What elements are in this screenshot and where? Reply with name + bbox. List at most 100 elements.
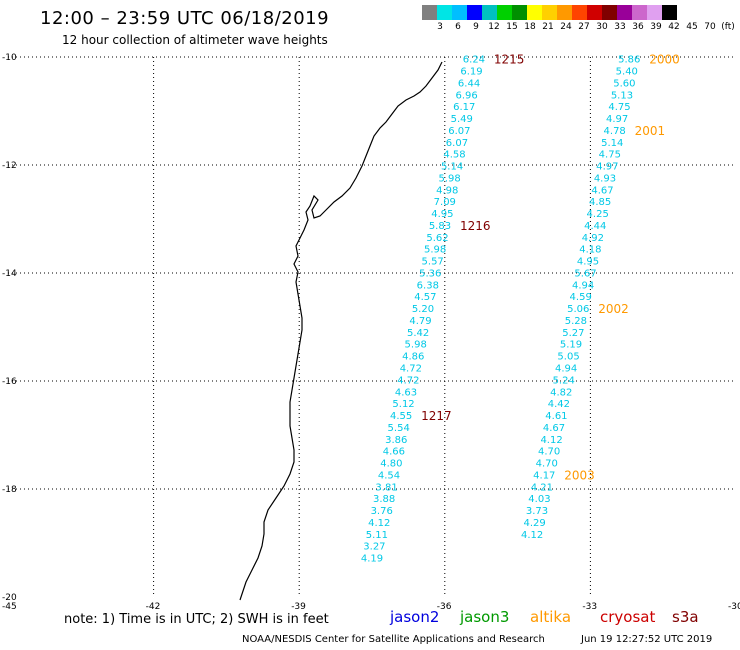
note-text: note: 1) Time is in UTC; 2) SWH is in fe… — [64, 612, 329, 627]
legend-altika: altika — [530, 608, 572, 626]
color-swatch — [497, 5, 512, 20]
swh-value-label: 6.17 — [453, 102, 475, 113]
lon-tick-label: -45 — [2, 602, 17, 612]
swh-value-label: 6.07 — [446, 138, 468, 149]
color-scale-label: 3 — [437, 22, 443, 32]
color-scale-label: 33 — [614, 22, 626, 32]
color-swatch — [467, 5, 482, 20]
swh-value-label: 4.42 — [548, 399, 570, 410]
swh-value-label: 5.05 — [557, 352, 579, 363]
color-swatch — [557, 5, 572, 20]
map-grid — [8, 56, 736, 597]
swh-value-label: 5.67 — [574, 268, 596, 279]
lon-tick-label: -39 — [291, 602, 306, 612]
map-axis-ticks: -10 -12 -14 -16 -18 -20-45 -42 -39 -36 -33 -30 — [2, 53, 740, 612]
swh-value-label: 6.07 — [448, 126, 470, 137]
swh-value-label: 4.17 — [533, 470, 555, 481]
swh-value-label: 5.49 — [451, 114, 473, 125]
swh-value-label: 5.60 — [613, 78, 635, 89]
swh-value-label: 3.27 — [363, 542, 385, 553]
color-swatch — [482, 5, 497, 20]
swh-value-label: 4.18 — [579, 245, 601, 256]
swh-value-label: 6.96 — [456, 90, 478, 101]
swh-value-label: 4.57 — [414, 292, 436, 303]
swh-value-label: 4.86 — [402, 352, 424, 363]
swh-value-label: 4.29 — [523, 518, 545, 529]
page-title: 12:00 – 23:59 UTC 06/18/2019 — [40, 8, 330, 29]
swh-value-label: 5.83 — [429, 221, 451, 232]
swh-value-label: 4.12 — [540, 435, 562, 446]
swh-value-label: 4.93 — [594, 173, 616, 184]
color-scale-label: 12 — [488, 22, 500, 32]
time-label: 2002 — [598, 302, 629, 316]
color-swatch — [662, 5, 677, 20]
color-swatch — [587, 5, 602, 20]
swh-value-label: 5.98 — [439, 173, 461, 184]
time-label: 2001 — [635, 124, 666, 138]
swh-value-label: 5.54 — [388, 423, 410, 434]
page-subtitle: 12 hour collection of altimeter wave hei… — [62, 33, 328, 47]
swh-value-label: 4.63 — [395, 387, 417, 398]
swh-value-label: 3.86 — [385, 435, 407, 446]
swh-value-label: 7.09 — [434, 197, 456, 208]
swh-value-label: 4.72 — [397, 375, 419, 386]
swh-value-label: 6.44 — [458, 78, 480, 89]
footer-credit: NOAA/NESDIS Center for Satellite Applica… — [242, 634, 545, 645]
swh-value-label: 5.12 — [392, 399, 414, 410]
swh-value-label: 4.82 — [550, 387, 572, 398]
color-scale-label: 21 — [542, 22, 554, 32]
swh-value-label: 4.97 — [596, 162, 618, 173]
color-scale-label: 42 — [668, 22, 680, 32]
time-label: 1215 — [494, 53, 525, 67]
swh-value-label: 4.67 — [543, 423, 565, 434]
swh-value-label: 3.76 — [371, 506, 393, 517]
lat-tick-label: -12 — [2, 161, 17, 171]
color-scale — [422, 5, 677, 20]
swh-value-label: 4.94 — [572, 280, 594, 291]
swh-value-label: 4.75 — [599, 150, 621, 161]
color-swatch — [437, 5, 452, 20]
swh-value-label: 4.85 — [589, 197, 611, 208]
swh-value-label: 4.92 — [582, 233, 604, 244]
color-scale-label: 70 — [704, 22, 716, 32]
color-scale-label: 15 — [506, 22, 518, 32]
lat-tick-label: -10 — [2, 53, 17, 63]
swh-value-label: 4.95 — [577, 257, 599, 268]
color-scale-label: 9 — [473, 22, 479, 32]
color-swatch — [542, 5, 557, 20]
swh-value-label: 5.13 — [611, 90, 633, 101]
swh-value-label: 4.55 — [390, 411, 412, 422]
swh-value-label: 4.25 — [587, 209, 609, 220]
swh-value-label: 5.42 — [407, 328, 429, 339]
swh-value-label: 4.97 — [606, 114, 628, 125]
swh-value-label: 4.70 — [536, 459, 558, 470]
color-swatch — [527, 5, 542, 20]
swh-value-label: 4.67 — [591, 185, 613, 196]
swh-value-label: 4.61 — [545, 411, 567, 422]
color-swatch — [602, 5, 617, 20]
lat-tick-label: -14 — [2, 269, 17, 279]
color-scale-label: (ft) — [721, 22, 735, 32]
legend-jason2: jason2 — [390, 608, 440, 626]
lat-tick-label: -18 — [2, 485, 17, 495]
swh-value-label: 5.24 — [553, 375, 575, 386]
swh-value-label: 5.28 — [565, 316, 587, 327]
color-scale-label: 27 — [578, 22, 590, 32]
legend-cryosat: cryosat — [600, 608, 656, 626]
swh-value-label: 5.36 — [419, 268, 441, 279]
color-swatch — [512, 5, 527, 20]
swh-value-label: 5.11 — [366, 530, 388, 541]
swh-value-label: 4.80 — [380, 459, 402, 470]
color-scale-label: 45 — [686, 22, 698, 32]
swh-value-label: 4.03 — [528, 494, 550, 505]
lon-tick-label: -33 — [582, 602, 597, 612]
swh-value-label: 4.98 — [436, 185, 458, 196]
time-label: 2000 — [649, 53, 680, 67]
swh-value-label: 4.44 — [584, 221, 606, 232]
swh-value-label: 6.19 — [460, 67, 482, 78]
swh-value-label: 4.21 — [531, 482, 553, 493]
color-swatch — [572, 5, 587, 20]
swh-value-label: 3.88 — [373, 494, 395, 505]
swh-value-label: 3.81 — [375, 482, 397, 493]
